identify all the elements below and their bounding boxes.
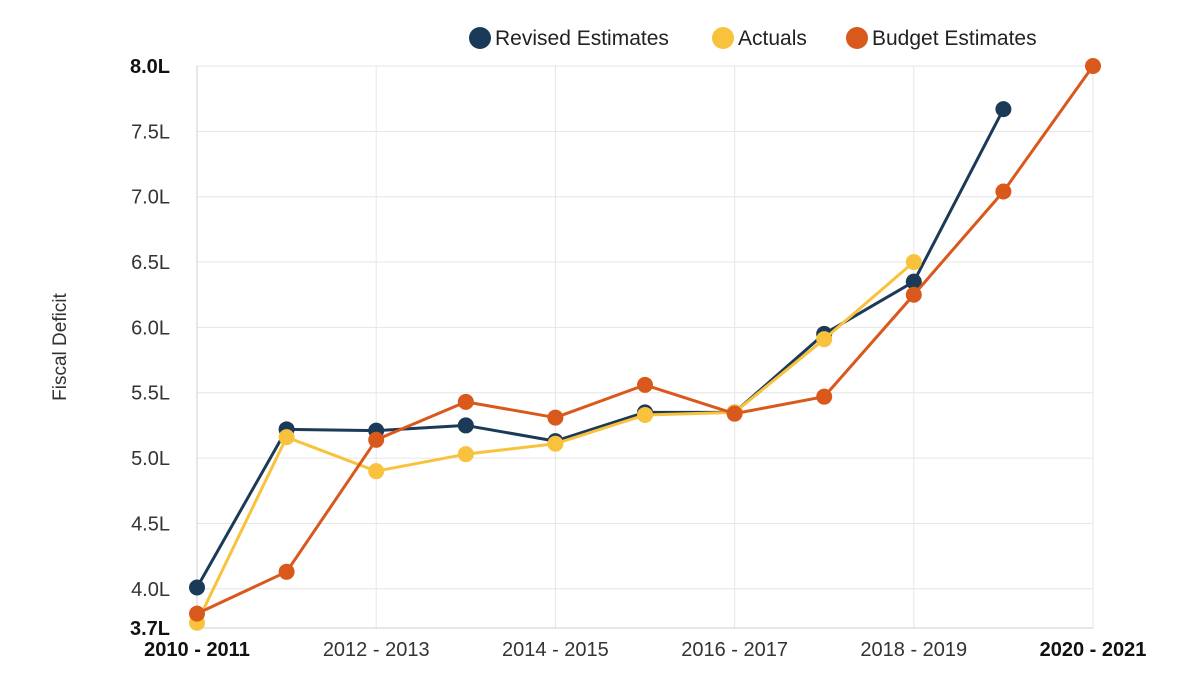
axes xyxy=(196,66,1093,629)
legend-label: Actuals xyxy=(738,27,807,50)
x-tick-label: 2010 - 2011 xyxy=(144,639,250,661)
legend-swatch xyxy=(846,27,868,49)
legend-swatch xyxy=(712,27,734,49)
x-tick-label: 2018 - 2019 xyxy=(860,639,967,661)
legend-item[interactable]: Budget Estimates xyxy=(846,27,1037,50)
y-tick-label: 5.0L xyxy=(131,448,170,470)
data-point[interactable] xyxy=(816,331,833,348)
data-point[interactable] xyxy=(905,254,922,271)
series-line xyxy=(195,108,1005,589)
x-tick-label: 2016 - 2017 xyxy=(681,639,788,661)
series-revised-estimates xyxy=(189,101,1012,596)
x-tick-label: 2020 - 2021 xyxy=(1040,639,1147,661)
series-group xyxy=(189,58,1101,631)
legend-label: Budget Estimates xyxy=(872,27,1037,50)
x-tick-label: 2014 - 2015 xyxy=(502,639,609,661)
y-axis-title: Fiscal Deficit xyxy=(50,292,71,400)
x-tick-label: 2012 - 2013 xyxy=(323,639,430,661)
y-tick-label: 5.5L xyxy=(131,383,170,405)
series-line xyxy=(196,65,1095,615)
data-point[interactable] xyxy=(368,463,385,480)
data-point[interactable] xyxy=(457,417,474,434)
data-point[interactable] xyxy=(905,273,922,290)
y-tick-label: 4.0L xyxy=(131,579,170,601)
data-point[interactable] xyxy=(1085,58,1101,74)
grid-lines xyxy=(197,65,1094,628)
data-point[interactable] xyxy=(995,183,1012,200)
data-point[interactable] xyxy=(637,406,653,423)
legend-swatch xyxy=(469,27,491,49)
y-tick-label: 7.5L xyxy=(131,121,170,143)
y-tick-label: 3.7L xyxy=(130,618,170,640)
x-tick-labels: 2010 - 2011 2012 - 2013 2014 - 2015 2016 - … xyxy=(144,639,1146,661)
data-point[interactable] xyxy=(457,446,474,463)
legend: Revised Estimates Actuals Budget Estimates xyxy=(469,27,1037,50)
data-point[interactable] xyxy=(368,431,385,448)
y-tick-label: 7.0L xyxy=(131,187,170,209)
data-point[interactable] xyxy=(457,393,474,410)
data-point[interactable] xyxy=(189,579,205,596)
y-tick-label: 6.5L xyxy=(131,252,170,274)
data-point[interactable] xyxy=(816,388,833,405)
data-point[interactable] xyxy=(547,409,564,426)
data-point[interactable] xyxy=(278,563,295,580)
y-tick-labels: 8.0L 7.5L 7.0L 6.5L 6.0L 5.5L 5.0L 4.5L 4.0L 3.7L xyxy=(130,56,170,640)
data-point[interactable] xyxy=(189,605,205,622)
data-point[interactable] xyxy=(637,376,653,393)
y-tick-label: 6.0L xyxy=(131,317,170,339)
y-tick-label: 4.5L xyxy=(131,513,170,535)
legend-item[interactable]: Actuals xyxy=(712,27,807,50)
legend-label: Revised Estimates xyxy=(495,27,669,50)
y-tick-label: 8.0L xyxy=(130,56,170,78)
data-point[interactable] xyxy=(278,429,295,446)
data-point[interactable] xyxy=(547,435,564,452)
legend-item[interactable]: Revised Estimates xyxy=(469,27,669,50)
data-point[interactable] xyxy=(995,101,1012,118)
data-point[interactable] xyxy=(905,286,922,303)
data-point[interactable] xyxy=(726,405,743,422)
series-budget-estimates xyxy=(189,58,1101,622)
